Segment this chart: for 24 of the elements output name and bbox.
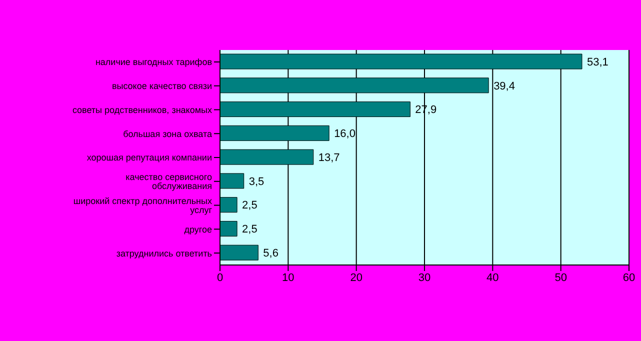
x-tick-label: 50 xyxy=(554,272,567,284)
data-label: 16,0 xyxy=(334,128,356,140)
y-tick-label: высокое качество связи xyxy=(112,81,212,92)
data-label: 53,1 xyxy=(586,56,608,68)
x-tick-label: 0 xyxy=(216,272,224,284)
x-tick-label: 30 xyxy=(418,272,431,284)
data-label: 5,6 xyxy=(263,248,278,260)
y-tick-label: широкий спектр дополнительных услуг xyxy=(73,196,213,215)
data-label: 13,7 xyxy=(318,152,340,164)
data-label: 39,4 xyxy=(494,80,515,92)
data-label: 2,5 xyxy=(242,224,258,236)
x-tick-label: 60 xyxy=(622,272,636,284)
y-tick-label: другое xyxy=(184,224,212,234)
y-tick-label: качество сервисного обслуживания xyxy=(126,172,212,192)
data-label: 3,5 xyxy=(248,176,264,188)
y-tick-label: хорошая репутация компании xyxy=(86,152,212,163)
x-tick-label: 10 xyxy=(282,272,294,284)
x-tick-label: 40 xyxy=(486,272,499,284)
y-tick-label: затруднились ответить xyxy=(116,248,212,258)
data-label: 2,5 xyxy=(242,200,258,212)
y-tick-label: советы родственников, знакомых xyxy=(72,104,212,115)
y-tick-label: наличие выгодных тарифов xyxy=(95,57,212,68)
x-tick-label: 20 xyxy=(350,272,362,284)
y-tick-label: большая зона охвата xyxy=(123,128,212,139)
